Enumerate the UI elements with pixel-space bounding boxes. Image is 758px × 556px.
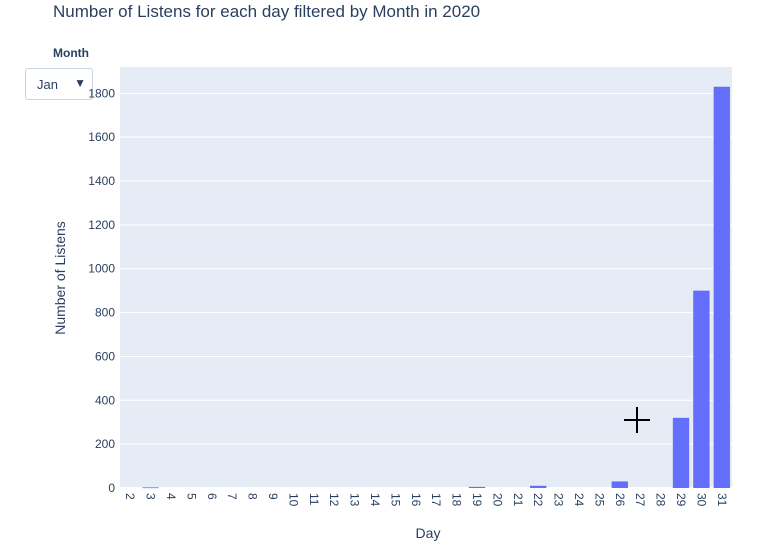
y-tick-label: 1600 — [88, 130, 115, 144]
triangle-down-icon: ▼ — [74, 76, 86, 90]
bar-day-31[interactable] — [713, 86, 730, 488]
x-tick-label: 20 — [490, 493, 504, 507]
x-tick-label: 24 — [572, 493, 586, 507]
gridlines — [120, 92, 732, 489]
x-tick-label: 22 — [531, 493, 545, 507]
y-tick-label: 800 — [95, 306, 115, 320]
y-tick-label: 1200 — [88, 218, 115, 232]
month-dropdown-label: Month — [53, 46, 89, 60]
x-tick-label: 6 — [205, 493, 219, 500]
bar-day-29[interactable] — [672, 417, 690, 488]
y-tick-label: 1000 — [88, 262, 115, 276]
x-tick-label: 31 — [715, 493, 729, 507]
crosshair-icon — [624, 407, 650, 433]
x-tick-label: 15 — [388, 493, 402, 507]
x-tick-label: 25 — [592, 493, 606, 507]
y-tick-label: 600 — [95, 349, 115, 363]
x-tick-label: 5 — [184, 493, 198, 500]
x-tick-label: 29 — [674, 493, 688, 507]
x-tick-label: 19 — [470, 493, 484, 507]
x-tick-label: 16 — [409, 493, 423, 507]
x-tick-label: 12 — [327, 493, 341, 507]
x-tick-label: 8 — [246, 493, 260, 500]
x-tick-label: 13 — [348, 493, 362, 507]
y-tick-label: 400 — [95, 393, 115, 407]
x-tick-label: 10 — [286, 493, 300, 507]
x-tick-label: 11 — [307, 493, 321, 506]
x-tick-label: 27 — [633, 493, 647, 507]
month-dropdown[interactable]: Jan ▼ — [25, 68, 93, 100]
x-tick-label: 3 — [144, 493, 158, 500]
x-tick-label: 21 — [511, 493, 525, 507]
x-axis-title: Day — [416, 525, 441, 541]
x-tick-label: 4 — [164, 493, 178, 500]
x-tick-label: 30 — [694, 493, 708, 507]
x-tick-label: 23 — [552, 493, 566, 507]
bar-day-30[interactable] — [693, 290, 710, 488]
x-tick-label: 28 — [654, 493, 668, 507]
y-axis-ticks: 0 200 400 600 800 1000 1200 1400 1600 1800 — [88, 86, 115, 495]
x-tick-label: 18 — [450, 493, 464, 507]
x-axis-ticks: 2 3 4 5 6 7 8 9 10 11 12 13 14 15 16 17 18 19 20 21 22 23 24 25… — [123, 493, 729, 507]
bars — [142, 86, 730, 489]
x-tick-label: 26 — [613, 493, 627, 507]
y-axis-title: Number of Listens — [52, 221, 68, 335]
y-tick-label: 1800 — [88, 86, 115, 100]
y-tick-label: 1400 — [88, 174, 115, 188]
chart-title: Number of Listens for each day filtered … — [53, 2, 481, 21]
x-tick-label: 17 — [429, 493, 443, 507]
x-tick-label: 14 — [368, 493, 382, 507]
x-tick-label: 9 — [266, 493, 280, 500]
bar-day-19[interactable] — [468, 486, 486, 488]
bar-day-3[interactable] — [142, 487, 159, 489]
month-dropdown-value: Jan — [37, 77, 58, 92]
x-tick-label: 2 — [123, 493, 137, 500]
y-tick-label: 200 — [95, 437, 115, 451]
x-tick-label: 7 — [225, 493, 239, 500]
bar-day-22[interactable] — [530, 485, 547, 488]
bar-day-26[interactable] — [611, 481, 628, 488]
y-tick-label: 0 — [108, 481, 115, 495]
